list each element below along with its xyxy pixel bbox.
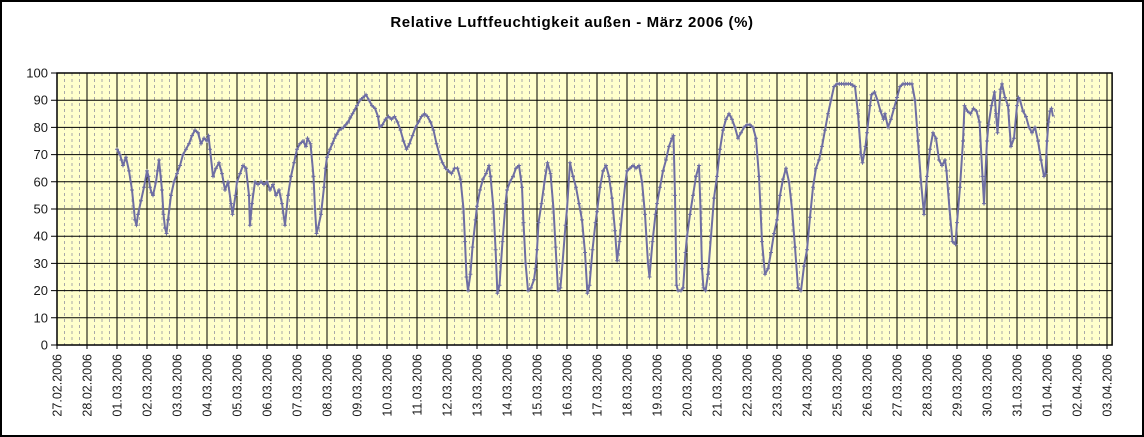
x-axis-tick-label: 20.03.2006 [681, 354, 695, 417]
x-axis-tick-label: 10.03.2006 [381, 354, 395, 417]
y-axis-tick-label: 30 [34, 256, 48, 271]
x-axis-tick-label: 07.03.2006 [291, 354, 305, 417]
y-axis-tick-label: 60 [34, 174, 48, 189]
x-axis-tick-label: 02.04.2006 [1071, 354, 1085, 417]
x-axis-tick-label: 03.04.2006 [1101, 354, 1115, 417]
y-axis-tick-label: 100 [26, 66, 48, 81]
x-axis-tick-label: 08.03.2006 [321, 354, 335, 417]
y-axis-tick-label: 20 [34, 283, 48, 298]
x-axis-tick-label: 25.03.2006 [831, 354, 845, 417]
x-axis-tick-label: 28.02.2006 [81, 354, 95, 417]
x-axis-tick-label: 11.03.2006 [411, 354, 425, 416]
x-axis-tick-label: 09.03.2006 [351, 354, 365, 417]
x-axis-tick-label: 05.03.2006 [231, 354, 245, 417]
x-axis-tick-label: 27.03.2006 [891, 354, 905, 417]
x-axis-tick-label: 29.03.2006 [951, 354, 965, 417]
x-axis-tick-label: 24.03.2006 [801, 354, 815, 417]
x-axis-tick-label: 13.03.2006 [471, 354, 485, 417]
x-axis-tick-label: 26.03.2006 [861, 354, 875, 417]
x-axis-tick-label: 04.03.2006 [201, 354, 215, 417]
y-axis-tick-label: 40 [34, 229, 48, 244]
x-axis-tick-label: 02.03.2006 [141, 354, 155, 417]
x-axis-tick-label: 01.03.2006 [111, 354, 125, 417]
x-axis-tick-label: 31.03.2006 [1011, 354, 1025, 417]
humidity-markers [115, 81, 1054, 296]
chart-title: Relative Luftfeuchtigkeit außen - März 2… [390, 14, 754, 31]
y-axis-tick-label: 0 [41, 338, 48, 353]
x-axis-tick-label: 27.02.2006 [51, 354, 65, 417]
x-axis-tick-label: 30.03.2006 [981, 354, 995, 417]
x-axis-tick-label: 15.03.2006 [531, 354, 545, 417]
y-axis-tick-label: 10 [34, 310, 48, 325]
x-axis-tick-label: 22.03.2006 [741, 354, 755, 417]
x-axis-tick-label: 16.03.2006 [561, 354, 575, 417]
x-axis-tick-label: 19.03.2006 [651, 354, 665, 417]
y-axis-tick-label: 70 [34, 147, 48, 162]
x-axis-tick-label: 21.03.2006 [711, 354, 725, 417]
x-axis-tick-label: 06.03.2006 [261, 354, 275, 417]
x-axis-tick-label: 12.03.2006 [441, 354, 455, 417]
x-axis-tick-label: 17.03.2006 [591, 354, 605, 417]
y-axis-tick-label: 80 [34, 120, 48, 135]
x-axis-tick-label: 28.03.2006 [921, 354, 935, 417]
y-axis-tick-label: 50 [34, 202, 48, 217]
x-axis-tick-label: 14.03.2006 [501, 354, 515, 417]
axis-ticks [51, 72, 1108, 349]
x-axis-tick-label: 23.03.2006 [771, 354, 785, 417]
x-axis-tick-label: 01.04.2006 [1041, 354, 1055, 417]
y-axis-tick-label: 90 [34, 93, 48, 108]
x-axis-tick-label: 18.03.2006 [621, 354, 635, 417]
x-axis-tick-label: 03.03.2006 [171, 354, 185, 417]
plot-border [56, 72, 1113, 346]
